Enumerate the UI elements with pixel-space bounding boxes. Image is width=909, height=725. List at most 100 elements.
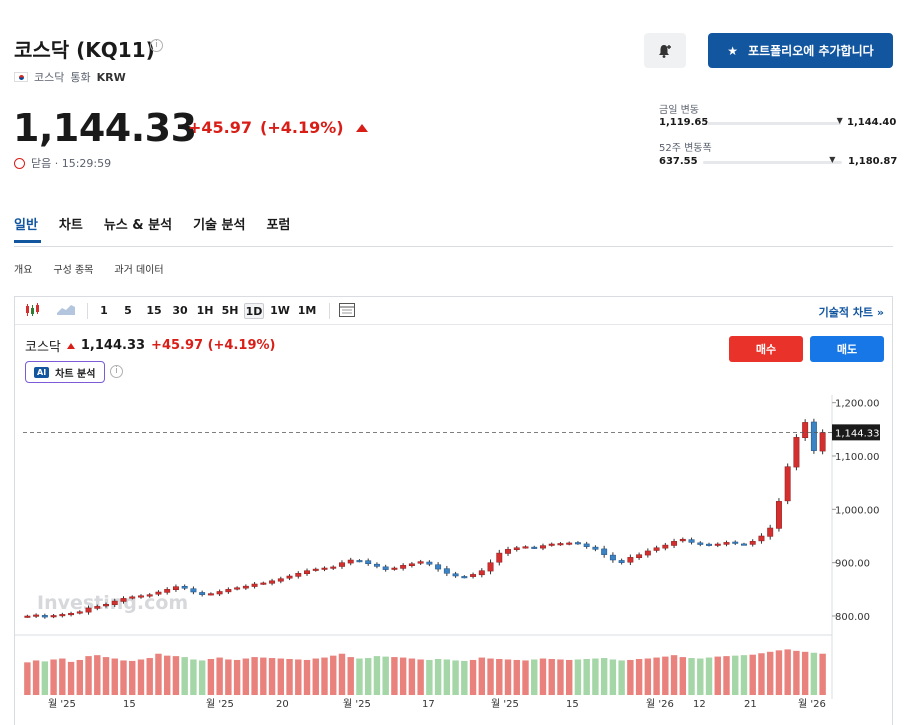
candle-body (513, 547, 520, 551)
area-chart-icon[interactable] (55, 303, 77, 319)
tab-news[interactable]: 뉴스 & 분석 (103, 218, 173, 233)
volume-bar (504, 659, 512, 695)
volume-bar (810, 652, 818, 695)
x-tick-label: 월 '26 (798, 698, 826, 710)
volume-bar (434, 659, 442, 695)
ai-info-icon[interactable]: i (110, 365, 123, 378)
x-tick-label: 12 (693, 699, 706, 710)
interval-1h[interactable]: 1H (196, 304, 214, 317)
volume-bar (653, 657, 660, 695)
candle-body (609, 554, 616, 561)
volume-bar (32, 660, 40, 695)
volume-bar (443, 659, 451, 695)
candle-body (312, 568, 319, 571)
volume-bar (312, 658, 319, 695)
tab-general[interactable]: 일반 (14, 218, 38, 233)
table-view-icon[interactable] (337, 303, 357, 319)
candle-body (33, 614, 40, 617)
buy-button[interactable]: 매수 (729, 336, 803, 362)
subtab-components[interactable]: 구성 종목 (53, 265, 94, 276)
volume-bar (609, 659, 617, 695)
volume-bar (50, 659, 57, 695)
candle-body (373, 563, 380, 567)
volume-bar (496, 659, 503, 695)
price-chart[interactable]: 1,200.001,100.001,000.00900.00800.00Inve… (15, 395, 894, 725)
candle-body (225, 589, 232, 593)
volume-bar (644, 658, 652, 695)
volume-bar (478, 657, 486, 695)
volume-bar (233, 659, 241, 695)
clock-icon (14, 157, 25, 169)
alert-button[interactable] (644, 33, 686, 68)
legend-price: 1,144.33 (80, 338, 146, 353)
candle-body (784, 466, 791, 502)
currency-value: KRW (96, 70, 126, 84)
candle-body (426, 561, 433, 565)
volume-bar (137, 659, 145, 695)
ai-chart-analysis-button[interactable]: AI 차트 분석 (25, 361, 105, 383)
candle-body (382, 566, 389, 570)
volume-bar (635, 659, 643, 695)
volume-bar (207, 659, 215, 695)
volume-bar (321, 657, 328, 695)
volume-bar (198, 660, 206, 695)
volume-bar (565, 659, 573, 695)
tab-technical[interactable]: 기술 분석 (193, 218, 246, 233)
candle-body (207, 593, 214, 596)
y-tick-label: 1,200.00 (835, 399, 880, 410)
volume-bar (338, 653, 346, 695)
candlestick-type-icon[interactable] (21, 303, 43, 319)
volume-bar (382, 656, 389, 695)
volume-bar (758, 653, 765, 695)
volume-bar (67, 661, 75, 695)
interval-5h[interactable]: 5H (221, 304, 239, 317)
advanced-chart-link[interactable]: 기술적 차트 » (818, 306, 884, 319)
up-arrow-icon (355, 123, 368, 132)
volume-bar (216, 657, 223, 695)
52w-range-marker: ▼ (829, 155, 836, 164)
add-portfolio-button[interactable]: ★ 포트폴리오에 추가합니다 (708, 33, 893, 68)
legend-change: +45.97 (+4.19%) (151, 338, 276, 353)
candle-body (592, 546, 599, 550)
tab-forum[interactable]: 포럼 (266, 218, 291, 233)
volume-bar (330, 655, 337, 695)
candle-body (505, 549, 511, 554)
active-tab-indicator (14, 240, 41, 243)
interval-1d[interactable]: 1D (244, 303, 264, 319)
ai-tag: AI (34, 366, 50, 378)
volume-bar (452, 660, 459, 695)
subtab-historical[interactable]: 과거 데이터 (114, 265, 164, 276)
instrument-meta: 코스닥 통화 KRW (14, 69, 126, 85)
volume-bar (85, 656, 92, 695)
candle-body (487, 562, 494, 572)
candle-body (94, 606, 101, 609)
candle-body (522, 546, 529, 549)
y-tick-label: 1,000.00 (835, 505, 880, 516)
candle-body (339, 562, 345, 567)
candle-body (103, 604, 109, 607)
candle-body (41, 615, 48, 618)
volume-bar (679, 657, 687, 695)
main-tabs: 일반 차트 뉴스 & 분석 기술 분석 포럼 (14, 214, 290, 233)
volume-bar (146, 658, 153, 695)
volume-bar (487, 658, 494, 695)
info-icon[interactable]: i (150, 39, 163, 52)
candle-body (767, 527, 774, 537)
tab-chart[interactable]: 차트 (58, 218, 83, 233)
volume-bar (163, 655, 171, 695)
interval-1m[interactable]: 1M (297, 304, 317, 317)
interval-5[interactable]: 5 (124, 304, 132, 317)
sell-button[interactable]: 매도 (810, 336, 884, 362)
52w-range-high: 1,180.87 (848, 156, 898, 167)
52w-range-low: 637.55 (659, 156, 698, 167)
candle-body (24, 615, 31, 618)
interval-1[interactable]: 1 (100, 304, 108, 317)
candle-body (566, 542, 573, 545)
interval-15[interactable]: 15 (146, 304, 162, 317)
subtab-overview[interactable]: 개요 (14, 265, 33, 276)
interval-1w[interactable]: 1W (270, 304, 290, 317)
x-tick-label: 20 (276, 699, 289, 710)
toolbar-divider (87, 303, 88, 319)
interval-30[interactable]: 30 (172, 304, 188, 317)
candle-body (138, 595, 144, 598)
